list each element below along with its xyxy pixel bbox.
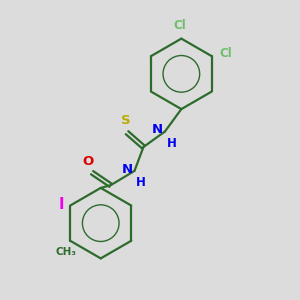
Text: S: S — [121, 114, 130, 127]
Text: O: O — [83, 155, 94, 168]
Text: CH₃: CH₃ — [55, 247, 76, 257]
Text: H: H — [136, 176, 146, 189]
Text: N: N — [152, 124, 163, 136]
Text: N: N — [122, 163, 133, 176]
Text: Cl: Cl — [173, 19, 186, 32]
Text: Cl: Cl — [219, 47, 232, 60]
Text: I: I — [58, 197, 64, 212]
Text: H: H — [167, 137, 176, 150]
